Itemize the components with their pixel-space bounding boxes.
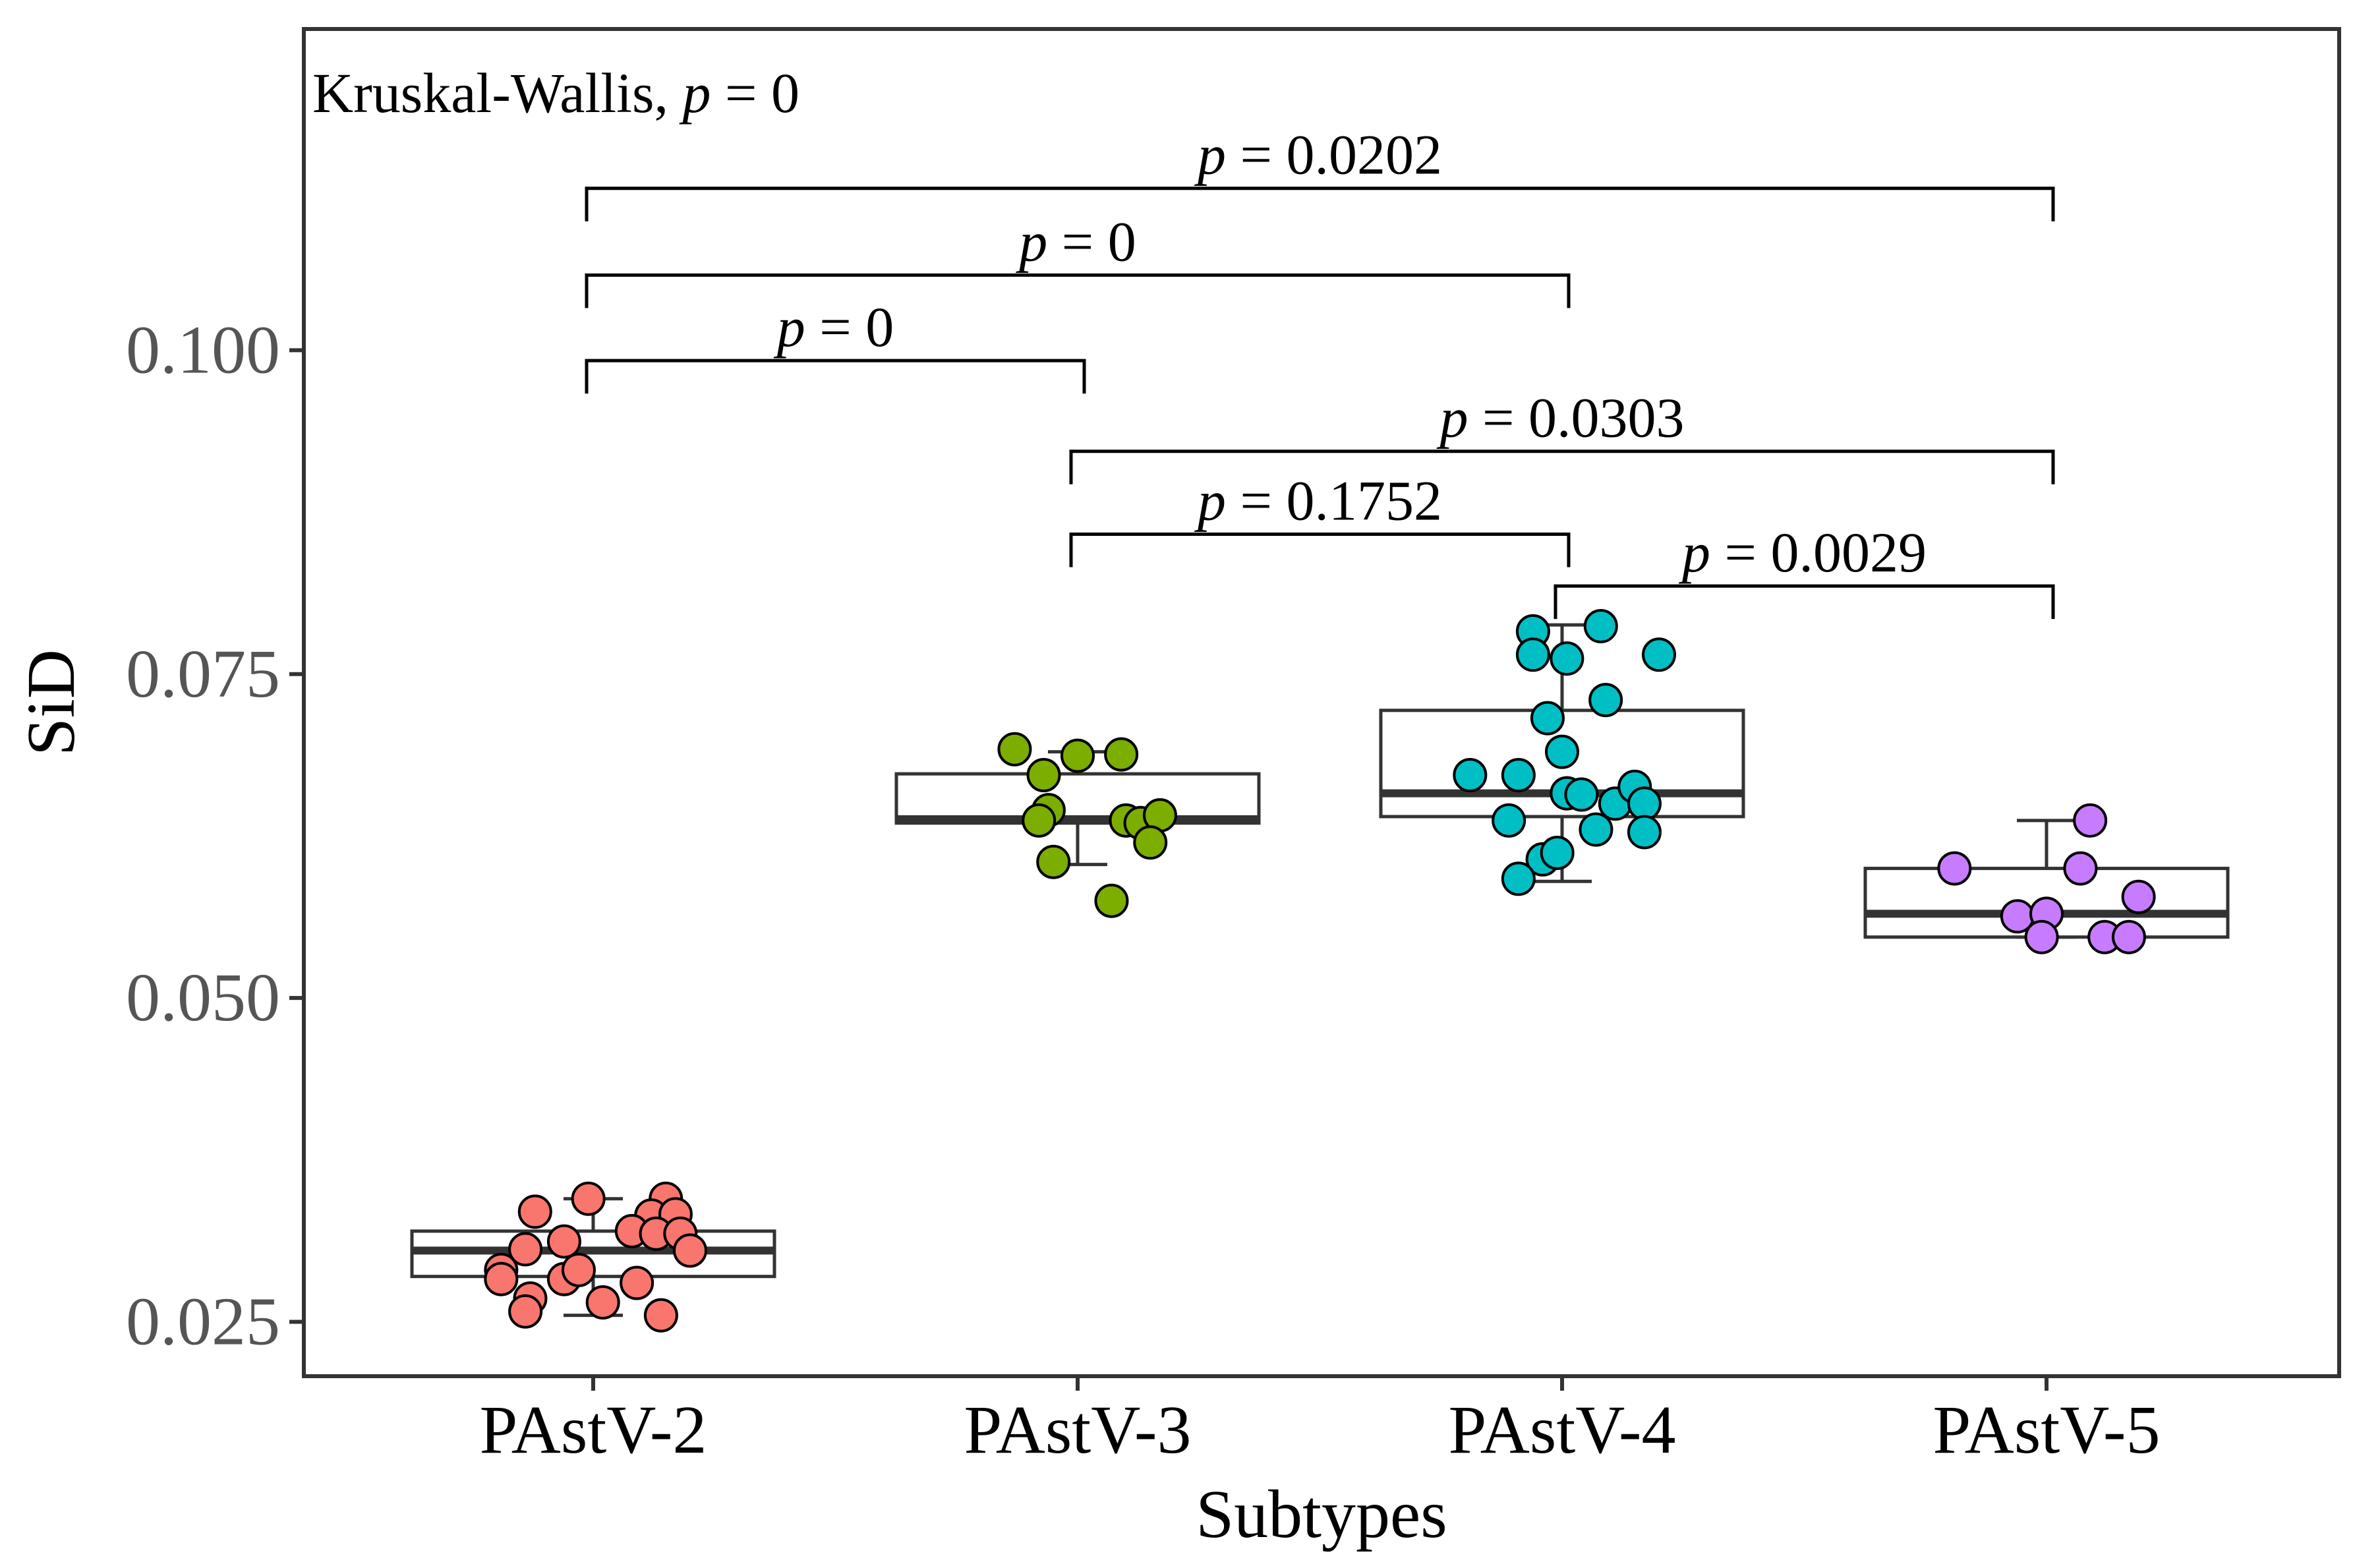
data-point (1579, 812, 1613, 847)
global-test-value: = 0 (711, 61, 800, 125)
global-test-p-symbol: p (679, 61, 711, 125)
data-point (2063, 851, 2098, 886)
comparison-bracket (1554, 584, 2055, 620)
data-point (546, 1224, 581, 1259)
data-point (1022, 803, 1057, 838)
jitter-points (484, 609, 2156, 1333)
data-point (1937, 851, 1972, 886)
data-point (517, 1194, 552, 1229)
data-point (1036, 844, 1071, 879)
comparison-p-symbol: p (1678, 521, 1710, 584)
data-point (508, 1232, 543, 1267)
data-point (997, 732, 1032, 767)
comparison-label: p = 0 (773, 295, 894, 359)
comparison-p-value: = 0 (1047, 210, 1136, 273)
data-point (2073, 803, 2108, 838)
data-point (1627, 815, 1662, 850)
data-point (1453, 758, 1488, 793)
data-point (1060, 738, 1095, 773)
x-axis-title: Subtypes (1196, 1476, 1447, 1552)
y-tick-label: 0.050 (126, 960, 280, 1035)
data-point (1492, 803, 1526, 838)
comparison-bracket (585, 359, 1086, 394)
axes: 0.025 0.050 0.075 0.100 PAstV-2 PAstV-3 PAstV-… (126, 312, 2160, 1468)
comparison-label: p = 0.0029 (1678, 521, 1927, 584)
data-point (2121, 879, 2156, 914)
data-point (1501, 861, 1536, 896)
comparison-label: p = 0.0202 (1194, 123, 1442, 187)
data-point (1540, 835, 1575, 870)
iqr-box (894, 772, 1261, 825)
global-test-prefix: Kruskal-Wallis, (312, 61, 683, 125)
comparison-p-value: = 0.0202 (1226, 123, 1442, 187)
comparison-p-symbol: p (773, 295, 805, 359)
comparison-p-symbol: p (1436, 386, 1468, 450)
y-tick-label: 0.075 (126, 636, 280, 712)
data-point (1530, 701, 1565, 736)
comparison-bracket (585, 273, 1571, 308)
data-point (571, 1181, 606, 1216)
comparison-bracket (585, 187, 2055, 221)
comparison-p-symbol: p (1194, 469, 1226, 533)
data-point (643, 1298, 678, 1333)
comparison-p-value: = 0.0029 (1710, 521, 1927, 584)
x-tick-label: PAstV-3 (964, 1392, 1192, 1468)
data-point (1642, 637, 1676, 672)
comparison-label: p = 0.1752 (1194, 469, 1442, 533)
comparison-p-symbol: p (1194, 123, 1226, 187)
plot-panel-border (302, 27, 2341, 1378)
data-point (1545, 734, 1579, 769)
x-tick-label: PAstV-2 (480, 1392, 707, 1468)
data-point (1026, 758, 1061, 793)
data-point (561, 1252, 596, 1287)
boxplot-pastv-2 (410, 1197, 776, 1318)
comparison-label: p = 0 (1015, 210, 1136, 273)
y-axis-title: SiD (13, 649, 89, 756)
comparison-p-value: = 0 (805, 295, 894, 359)
data-point (1133, 825, 1168, 860)
global-test-annotation: Kruskal-Wallis, p = 0 (312, 61, 799, 125)
y-tick-label: 0.025 (126, 1283, 280, 1359)
comparison-p-value: = 0.0303 (1468, 386, 1684, 450)
x-tick-label: PAstV-5 (1933, 1392, 2161, 1468)
data-point (1583, 609, 1618, 644)
data-point (1588, 683, 1623, 718)
y-tick-label: 0.100 (126, 312, 280, 388)
data-point (1627, 786, 1662, 821)
data-point (2024, 919, 2059, 954)
data-point (1515, 637, 1550, 672)
data-point (1094, 883, 1129, 918)
comparison-bracket (1069, 533, 1571, 567)
comparison-label: p = 0.0303 (1436, 386, 1684, 450)
data-point (1104, 737, 1139, 772)
x-tick-label: PAstV-4 (1449, 1392, 1676, 1468)
data-point (2111, 919, 2146, 954)
data-point (1550, 641, 1584, 676)
boxplot-pastv-3 (894, 750, 1261, 867)
data-point (620, 1265, 654, 1300)
data-point (585, 1285, 620, 1320)
data-point (484, 1262, 519, 1296)
data-point (1501, 758, 1536, 793)
data-point (1564, 777, 1599, 812)
comparison-bracket (1069, 450, 2055, 484)
data-point (673, 1233, 707, 1268)
data-point (508, 1294, 543, 1329)
comparison-p-symbol: p (1015, 210, 1047, 273)
comparison-p-value: = 0.1752 (1226, 469, 1442, 533)
